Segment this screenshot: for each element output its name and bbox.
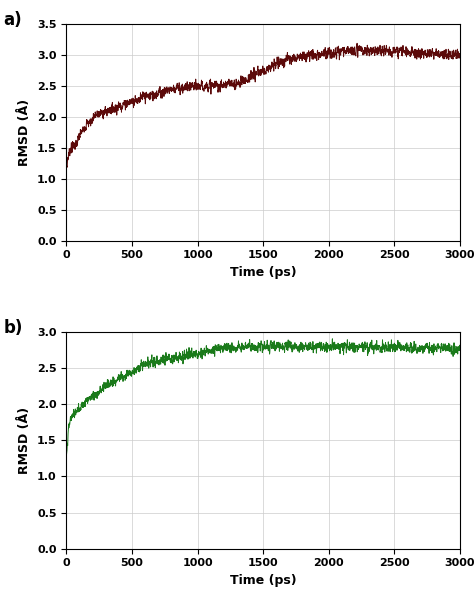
Text: a): a) bbox=[3, 11, 22, 28]
X-axis label: Time (ps): Time (ps) bbox=[230, 574, 296, 587]
Y-axis label: RMSD (Å): RMSD (Å) bbox=[18, 407, 31, 474]
Y-axis label: RMSD (Å): RMSD (Å) bbox=[18, 99, 31, 166]
Text: b): b) bbox=[3, 319, 23, 337]
X-axis label: Time (ps): Time (ps) bbox=[230, 266, 296, 279]
